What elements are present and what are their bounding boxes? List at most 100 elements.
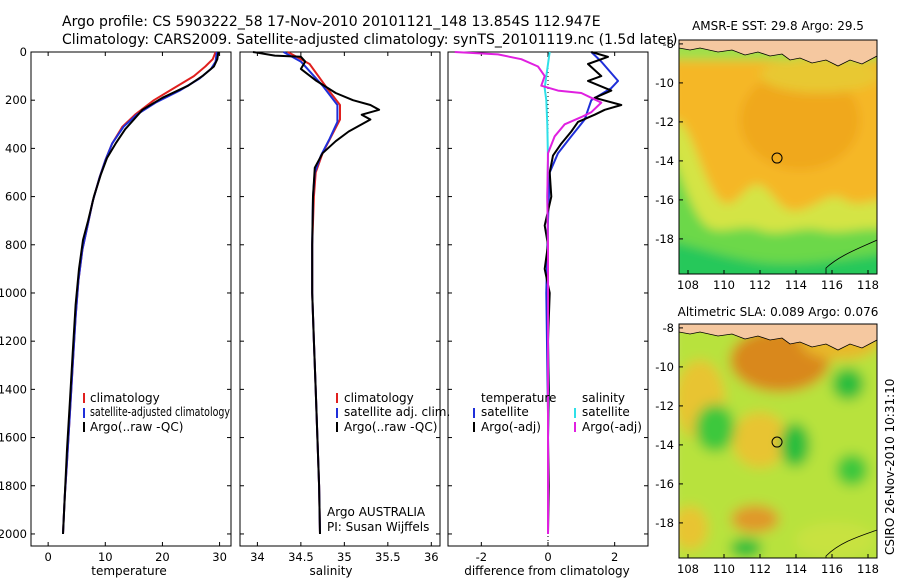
temperature-x-ticks: 0 10 20 30 [44,52,227,564]
salinity-xlabel: salinity [309,564,352,578]
sla-map-field [679,324,877,558]
difference-legend: temperature salinity satellite Argo(-adj… [473,391,642,434]
map-y-tick-label: -10 [655,360,674,374]
temperature-legend: climatology satellite-adjusted climatolo… [83,391,230,434]
series-line-argo-raw-qc- [62,51,220,535]
map-y-tick-label: -10 [655,76,674,90]
series-line-satellite-adjusted-climatology [62,51,218,535]
y-tick-label: 2000 [0,527,27,541]
salinity-panel: 34 34.5 35 35.5 36 salinity climatology sate… [239,51,450,578]
sla-map-y-ticks: -8 -10 -12 -14 -16 -18 [655,321,683,530]
map-x-tick-label: 110 [713,278,735,292]
map-x-tick-label: 118 [857,278,879,292]
salinity-legend-0: climatology [344,391,414,405]
sla-map-title: Altimetric SLA: 0.089 Argo: 0.076 [678,305,879,319]
temperature-y-ticks: 0 200 400 600 800 1000 1200 1400 1600 1800 2000 [0,45,231,541]
y-tick-label: 1400 [0,382,27,396]
map-y-tick-label: -12 [655,399,674,413]
map-x-tick-label: 116 [821,278,843,292]
x-tick-label: 0 [44,550,51,564]
map-y-tick-label: -18 [655,516,674,530]
map-x-tick-label: 116 [821,562,843,576]
series-line-climatology [287,51,341,535]
sla-map-x-ticks: 108 110 112 114 116 118 [677,554,879,576]
map-x-tick-label: 118 [857,562,879,576]
map-y-tick-label: -8 [663,37,674,51]
sla-argo-position-marker [771,436,783,448]
difference-legend-sal-1: Argo(-adj) [582,420,642,434]
y-tick-label: 0 [20,45,27,59]
x-tick-label: 34 [250,550,265,564]
x-tick-label: 2 [611,550,618,564]
series-line-argo-raw-qc- [252,51,381,535]
map-x-tick-label: 110 [713,562,735,576]
temperature-xlabel: temperature [91,564,166,578]
x-tick-label: 35.5 [375,550,401,564]
difference-xlabel: difference from climatology [464,564,630,578]
sst-argo-position-marker [771,152,783,164]
argo-pi: PI: Susan Wijffels [327,520,429,534]
series-line-temperature-argo-adj- [543,51,623,535]
difference-series [454,51,623,535]
sla-map-frame [678,323,878,559]
header-line1: Argo profile: CS 5903222_58 17-Nov-2010 … [62,14,601,30]
series-line-temperature-satellite [545,51,619,534]
temperature-legend-0: climatology [90,391,160,405]
sst-map-x-ticks: 108 110 112 114 116 118 [677,270,879,292]
y-tick-label: 400 [5,141,27,155]
map-y-tick-label: -14 [655,154,674,168]
temperature-legend-2: Argo(..raw -QC) [90,420,183,434]
x-tick-label: 0 [544,550,551,564]
map-x-tick-label: 112 [749,562,771,576]
csiro-timestamp: CSIRO 26-Nov-2010 10:31:10 [883,379,897,555]
salinity-axes-frame [239,51,441,547]
temperature-axes-frame [30,51,232,547]
sst-map-title: AMSR-E SST: 29.8 Argo: 29.5 [692,19,864,33]
temperature-legend-1: satellite-adjusted climatology [90,405,230,419]
difference-y-ticks [448,51,648,535]
x-tick-label: 20 [155,550,170,564]
x-tick-label: 10 [98,550,113,564]
sla-map-panel: Altimetric SLA: 0.089 Argo: 0.076 [655,305,879,576]
salinity-legend: climatology satellite adj. clim. Argo(..… [336,391,450,434]
series-line-satellite-adj-clim- [283,51,339,535]
map-y-tick-label: -8 [663,321,674,335]
x-tick-label: 30 [212,550,227,564]
y-tick-label: 1600 [0,431,27,445]
salinity-legend-2: Argo(..raw -QC) [344,420,437,434]
map-y-tick-label: -12 [655,115,674,129]
series-line-climatology [62,51,217,535]
y-tick-label: 800 [5,238,27,252]
sst-map-frame [678,39,878,275]
series-line-salinity-argo-adj- [454,51,603,534]
y-tick-label: 1200 [0,334,27,348]
sst-map-field [679,40,877,274]
salinity-y-ticks [240,51,440,535]
salinity-series [252,51,381,535]
difference-legend-sal-0: satellite [582,405,630,419]
map-x-tick-label: 114 [785,562,807,576]
temperature-series [62,51,220,535]
map-x-tick-label: 114 [785,278,807,292]
difference-legend-temp-1: Argo(-adj) [481,420,541,434]
header-line2: Climatology: CARS2009. Satellite-adjuste… [62,32,677,48]
difference-legend-temp-0: satellite [481,405,529,419]
map-y-tick-label: -18 [655,232,674,246]
difference-panel: -2 0 2 difference from climatology tempera… [447,51,649,578]
map-x-tick-label: 108 [677,278,699,292]
sst-map-panel: AMSR-E SST: 29.8 Argo: 29.5 -8 -10 -12 -14 -… [655,19,879,292]
map-x-tick-label: 112 [749,278,771,292]
salinity-legend-1: satellite adj. clim. [344,405,450,419]
x-tick-label: 36 [424,550,439,564]
x-tick-label: 34.5 [288,550,314,564]
map-y-tick-label: -16 [655,477,674,491]
map-x-tick-label: 108 [677,562,699,576]
difference-legend-sal-title: salinity [582,391,625,405]
argo-agency: Argo AUSTRALIA [327,505,426,519]
difference-legend-temp-title: temperature [481,391,556,405]
y-tick-label: 1800 [0,479,27,493]
map-y-tick-label: -16 [655,193,674,207]
y-tick-label: 1000 [0,286,27,300]
x-tick-label: 35 [337,550,352,564]
